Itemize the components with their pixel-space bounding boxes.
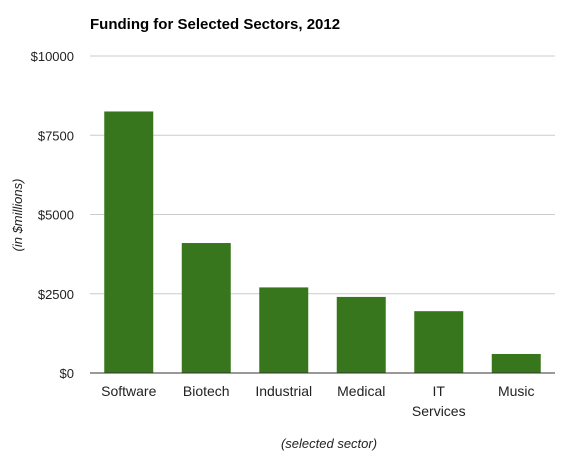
chart-title: Funding for Selected Sectors, 2012 — [90, 16, 340, 33]
x-tick-label: Medical — [337, 383, 385, 399]
y-tick-label: $10000 — [31, 49, 74, 64]
bar — [104, 111, 154, 373]
x-tick-label: IT Services — [412, 383, 466, 419]
x-tick-label-line: IT — [433, 383, 446, 399]
y-axis-ticks: $0 $2500 $5000 $7500 $10000 — [31, 49, 74, 381]
bar — [336, 296, 386, 373]
gridlines — [90, 55, 555, 295]
x-tick-label-line: Services — [412, 403, 466, 419]
bars — [104, 111, 541, 373]
x-tick-label: Software — [101, 383, 156, 399]
x-tick-label: Biotech — [183, 383, 230, 399]
y-tick-label: $5000 — [38, 208, 74, 223]
x-axis-label: (selected sector) — [281, 436, 377, 451]
bar — [414, 311, 464, 373]
x-tick-label-line: Music — [498, 383, 535, 399]
y-axis-label: (in $millions) — [10, 179, 25, 252]
x-tick-label: Industrial — [255, 383, 312, 399]
x-tick-label-line: Biotech — [183, 383, 230, 399]
x-tick-label-line: Software — [101, 383, 156, 399]
y-tick-label: $2500 — [38, 287, 74, 302]
bar — [181, 243, 231, 373]
y-tick-label: $7500 — [38, 128, 74, 143]
y-tick-label: $0 — [60, 366, 74, 381]
x-tick-label: Music — [498, 383, 535, 399]
x-axis-ticks: Software Biotech Industrial Medical IT Servic… — [101, 383, 534, 419]
bar — [491, 353, 541, 373]
bar — [259, 287, 309, 373]
x-tick-label-line: Industrial — [255, 383, 312, 399]
x-tick-label-line: Medical — [337, 383, 385, 399]
